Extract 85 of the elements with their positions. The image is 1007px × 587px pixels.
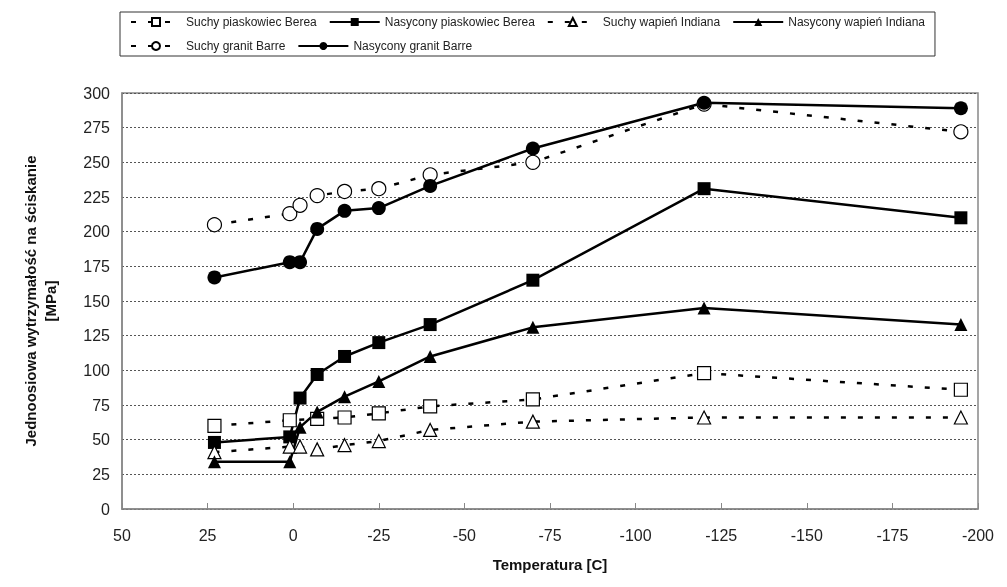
point [282, 413, 297, 428]
point [371, 201, 386, 216]
point [423, 422, 438, 438]
point [206, 217, 223, 233]
point [526, 320, 540, 334]
x-tick-label: -75 [538, 526, 562, 544]
point [309, 188, 325, 204]
y-tick-label: 250 [83, 153, 111, 171]
point [338, 390, 352, 404]
point [337, 410, 352, 425]
point [423, 178, 438, 193]
legend-label: Suchy piaskowiec Berea [186, 15, 318, 29]
y-tick-label: 75 [92, 396, 111, 414]
point [372, 336, 386, 350]
point [371, 433, 386, 449]
point [371, 181, 387, 197]
y-tick-label: 25 [92, 465, 111, 483]
point [697, 182, 711, 196]
x-tick-label: 0 [288, 526, 298, 544]
x-tick-label: -125 [705, 526, 738, 544]
y-tick-label: 0 [101, 500, 111, 518]
point [337, 203, 352, 218]
x-tick-label: -175 [876, 526, 909, 544]
point [526, 273, 540, 287]
y-tick-label: 150 [83, 292, 111, 310]
point [293, 391, 307, 405]
y-tick-label: 175 [83, 257, 111, 275]
point [292, 439, 308, 454]
x-tick-label: -150 [790, 526, 823, 544]
point [953, 101, 968, 116]
x-tick-label: -200 [961, 526, 995, 544]
point [696, 366, 712, 381]
x-tick-label: -25 [367, 526, 391, 544]
x-tick-label: 25 [198, 526, 217, 544]
legend-label: Suchy wapień Indiana [602, 15, 721, 29]
y-tick-label: 125 [83, 327, 111, 345]
point [310, 367, 324, 381]
point [207, 455, 221, 469]
point [953, 124, 969, 140]
point [293, 255, 308, 270]
point [292, 197, 308, 213]
x-axis-title: Temperatura [C] [492, 556, 608, 573]
point [525, 154, 541, 170]
point [283, 430, 297, 444]
legend-label: Nasycony piaskowiec Berea [384, 15, 536, 29]
point [207, 418, 222, 433]
legend-label: Suchy granit Barre [186, 39, 286, 53]
point [954, 211, 968, 225]
point [525, 392, 540, 407]
point [423, 399, 438, 414]
point [525, 414, 540, 429]
point [423, 349, 437, 363]
y-tick-label: 225 [83, 188, 111, 206]
y-tick-label: 200 [83, 223, 111, 241]
point [310, 442, 325, 457]
point [310, 221, 325, 236]
y-tick-label: 300 [83, 84, 111, 102]
y-axis-title: Jednoosiowa wytrzymałość na ściskanie [MPa] [21, 155, 59, 447]
point [953, 410, 968, 425]
point [954, 318, 968, 332]
point [953, 382, 968, 397]
point [207, 435, 221, 449]
point [371, 406, 386, 421]
point [372, 374, 386, 388]
point [337, 438, 352, 453]
point [283, 455, 297, 469]
point [207, 270, 222, 285]
point [697, 301, 711, 315]
x-tick-label: 50 [113, 526, 131, 544]
x-tick-label: -50 [452, 526, 477, 544]
point [282, 206, 298, 222]
y-tick-label: 50 [92, 431, 111, 449]
point [336, 183, 353, 200]
legend-label: Nasycony wapień Indiana [788, 15, 926, 29]
y-tick-label: 275 [83, 119, 111, 137]
legend-label: Nasycony granit Barre [353, 39, 473, 53]
y-tick-label: 100 [83, 361, 111, 379]
point [696, 410, 712, 425]
point [207, 445, 222, 460]
point [293, 420, 307, 434]
point [525, 141, 540, 156]
point [338, 349, 352, 363]
point [310, 405, 324, 419]
point [423, 318, 437, 332]
x-tick-label: -100 [619, 526, 652, 544]
